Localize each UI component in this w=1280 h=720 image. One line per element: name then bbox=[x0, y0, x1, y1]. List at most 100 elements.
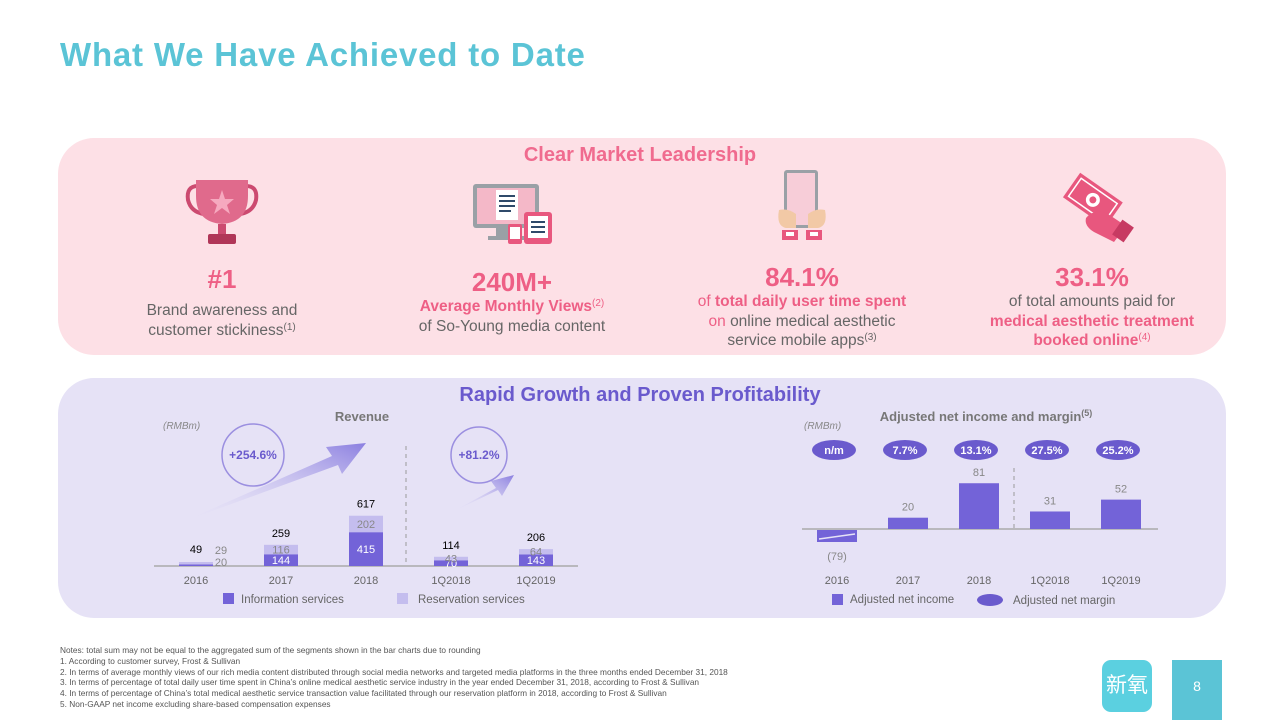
legend-swatch-net-income bbox=[832, 594, 843, 605]
stat-value: 240M+ bbox=[471, 267, 553, 297]
growth-arrow-annual bbox=[182, 443, 366, 522]
revenue-total-label: 206 bbox=[527, 532, 545, 544]
stat-value: 84.1% bbox=[765, 262, 839, 292]
margin-label: 25.2% bbox=[1102, 445, 1133, 457]
margin-pill bbox=[883, 440, 927, 460]
market-leadership-panel bbox=[58, 138, 1226, 355]
revenue-bar-information bbox=[434, 560, 468, 566]
revenue-data-label-reservation: 202 bbox=[357, 519, 375, 531]
revenue-x-tick: 1Q2018 bbox=[431, 575, 470, 587]
revenue-total-label: 49 bbox=[190, 544, 202, 556]
revenue-bar-reservation bbox=[179, 562, 213, 565]
revenue-data-label-information: 415 bbox=[357, 544, 375, 556]
so-young-logo: 新氧 bbox=[1102, 660, 1152, 712]
revenue-bar-information bbox=[519, 554, 553, 566]
revenue-x-tick: 2017 bbox=[269, 575, 293, 587]
stat-line: Average Monthly Views bbox=[419, 298, 593, 315]
margin-pill bbox=[812, 440, 856, 460]
margin-label: 27.5% bbox=[1031, 445, 1062, 457]
revenue-unit-label: (RMBm) bbox=[163, 421, 200, 432]
growth-circle bbox=[450, 426, 508, 484]
net-income-data-label: 31 bbox=[1044, 495, 1056, 507]
phone-hands-icon bbox=[778, 170, 826, 240]
footnote-ref: (2) bbox=[592, 298, 605, 309]
footnotes: Notes: total sum may not be equal to the… bbox=[60, 645, 728, 710]
revenue-data-label-reservation: 116 bbox=[272, 545, 290, 557]
legend-swatch-reservation bbox=[397, 593, 408, 604]
stat-description: Brand awareness and customer stickiness(… bbox=[82, 301, 362, 340]
net-income-unit-label: (RMBm) bbox=[804, 421, 841, 432]
footnote: 1. According to customer survey, Frost &… bbox=[60, 655, 241, 666]
revenue-bar-information bbox=[264, 554, 298, 566]
revenue-total-label: 114 bbox=[442, 540, 460, 552]
net-income-bar bbox=[1101, 499, 1141, 529]
growth-label-annual: +254.6% bbox=[229, 448, 277, 462]
stat-line: Brand awareness and bbox=[146, 302, 298, 319]
margin-label: n/m bbox=[824, 445, 844, 457]
footnote: 4. In terms of percentage of China’s tot… bbox=[60, 688, 667, 699]
stat-line: medical aesthetic treatment bbox=[989, 312, 1195, 330]
footnote: 5. Non-GAAP net income excluding share-b… bbox=[60, 698, 331, 709]
stat-line-prefix: of bbox=[697, 293, 715, 310]
page-title: What We Have Achieved to Date bbox=[60, 36, 586, 73]
growth-circle bbox=[221, 423, 285, 487]
legend-label-net-income: Adjusted net income bbox=[850, 594, 954, 606]
net-income-bar bbox=[888, 517, 928, 529]
legend-label-information: Information services bbox=[241, 594, 344, 606]
stat-value: #1 bbox=[207, 264, 237, 294]
footnote: Notes: total sum may not be equal to the… bbox=[60, 645, 481, 655]
revenue-data-label-information: 20 bbox=[215, 557, 227, 569]
net-income-x-tick: 2018 bbox=[967, 575, 991, 587]
footnote-ref: (4) bbox=[1138, 332, 1151, 343]
footnote: 2. In terms of average monthly views of … bbox=[60, 666, 728, 677]
money-hand-icon bbox=[1062, 172, 1134, 243]
stat-value: 33.1% bbox=[1055, 262, 1129, 292]
revenue-data-label-reservation: 43 bbox=[445, 554, 457, 566]
media-devices-icon bbox=[473, 184, 552, 244]
footnote-ref: (5) bbox=[1081, 408, 1092, 418]
revenue-total-label: 259 bbox=[272, 528, 290, 540]
net-income-x-tick: 1Q2019 bbox=[1101, 575, 1140, 587]
revenue-x-tick: 1Q2019 bbox=[516, 575, 555, 587]
growth-arrow-quarterly bbox=[452, 475, 514, 512]
growth-panel bbox=[58, 378, 1226, 618]
revenue-bar-reservation bbox=[519, 549, 553, 555]
footnote-ref: (3) bbox=[864, 332, 877, 343]
revenue-data-label-reservation: 29 bbox=[215, 545, 227, 557]
revenue-x-tick: 2018 bbox=[354, 575, 378, 587]
growth-title: Rapid Growth and Proven Profitability bbox=[459, 384, 821, 406]
footnote: 3. In terms of percentage of total daily… bbox=[60, 677, 700, 688]
net-income-x-tick: 1Q2018 bbox=[1030, 575, 1069, 587]
net-income-chart-title: Adjusted net income and margin(5) bbox=[880, 408, 1093, 424]
net-income-data-label: 52 bbox=[1115, 484, 1127, 496]
net-income-data-label: 20 bbox=[902, 502, 914, 514]
revenue-data-label-reservation: 64 bbox=[530, 547, 542, 559]
revenue-bar-reservation bbox=[349, 515, 383, 533]
stat-description: of total daily user time spent on online… bbox=[662, 292, 942, 351]
legend-label-margin: Adjusted net margin bbox=[1013, 595, 1115, 607]
revenue-total-label: 617 bbox=[357, 499, 375, 511]
revenue-x-tick: 2016 bbox=[184, 575, 208, 587]
legend-label-reservation: Reservation services bbox=[418, 594, 525, 606]
stat-line: customer stickiness bbox=[148, 321, 284, 339]
legend-swatch-information bbox=[223, 593, 234, 604]
trophy-icon bbox=[185, 180, 259, 244]
net-income-bar bbox=[1030, 511, 1070, 529]
market-leadership-title: Clear Market Leadership bbox=[523, 144, 757, 166]
page-number: 8 bbox=[1172, 660, 1222, 720]
stat-description: Average Monthly Views(2) of So-Young med… bbox=[372, 297, 652, 336]
stat-line: of total amounts paid for bbox=[1008, 293, 1176, 310]
stat-line: service mobile apps bbox=[727, 332, 865, 349]
net-income-bar bbox=[959, 483, 999, 529]
margin-pill bbox=[1025, 440, 1069, 460]
net-income-data-label: 81 bbox=[973, 467, 985, 479]
revenue-chart-title: Revenue bbox=[335, 409, 389, 424]
revenue-bar-reservation bbox=[434, 556, 468, 561]
revenue-data-label-information: 143 bbox=[527, 555, 545, 567]
net-income-x-tick: 2017 bbox=[896, 575, 920, 587]
revenue-data-label-information: 70 bbox=[445, 558, 457, 570]
revenue-data-label-information: 144 bbox=[272, 555, 290, 567]
growth-label-quarterly: +81.2% bbox=[458, 448, 499, 462]
stat-line: of So-Young media content bbox=[418, 317, 606, 335]
